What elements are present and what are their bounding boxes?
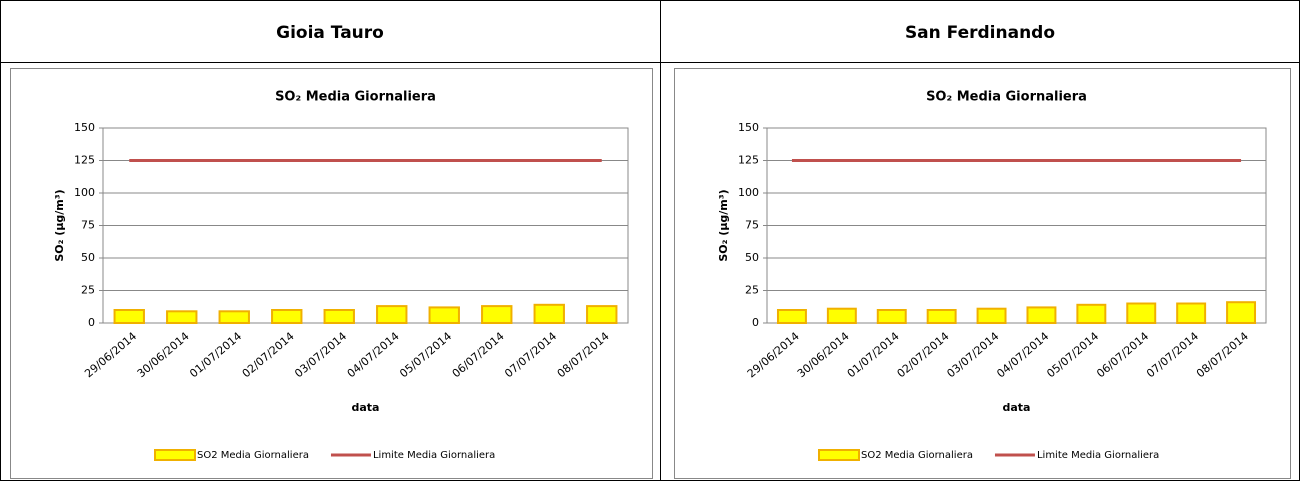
- bar: [166, 310, 198, 324]
- bar: [826, 307, 857, 325]
- y-tick-label: 100: [738, 186, 759, 199]
- y-tick-label: 25: [745, 284, 759, 297]
- column-header: San Ferdinando: [905, 23, 1055, 43]
- bar: [586, 305, 618, 325]
- y-axis-label: SO₂ (µg/m³): [53, 189, 66, 261]
- bar: [481, 305, 513, 325]
- bar: [533, 303, 565, 324]
- y-tick-label: 125: [738, 154, 759, 167]
- x-axis-label: data: [1003, 401, 1031, 414]
- bar: [1176, 302, 1207, 324]
- y-tick-label: 125: [74, 154, 95, 167]
- bar: [218, 310, 250, 324]
- legend-swatch: [154, 449, 196, 461]
- bar: [1076, 303, 1107, 324]
- legend-label: SO2 Media Giornaliera: [197, 450, 309, 461]
- y-tick-label: 75: [81, 219, 95, 232]
- y-tick-label: 75: [745, 219, 759, 232]
- y-tick-label: 150: [74, 121, 95, 134]
- bar: [776, 309, 807, 324]
- y-tick-label: 0: [752, 316, 759, 329]
- y-tick-label: 150: [738, 121, 759, 134]
- chart-title: SO₂ Media Giornaliera: [275, 90, 436, 105]
- bar: [113, 309, 145, 324]
- legend-swatch: [818, 449, 860, 461]
- y-axis-label: SO₂ (µg/m³): [717, 189, 730, 261]
- bar: [323, 309, 355, 324]
- legend-label: Limite Media Giornaliera: [373, 450, 495, 461]
- y-tick-label: 50: [81, 251, 95, 264]
- chart-title: SO₂ Media Giornaliera: [926, 90, 1087, 105]
- bar: [976, 307, 1007, 325]
- y-tick-label: 0: [88, 316, 95, 329]
- x-axis-label: data: [352, 401, 380, 414]
- column-header: Gioia Tauro: [276, 23, 384, 43]
- plot-frame: [102, 127, 629, 324]
- bar: [876, 309, 907, 324]
- bar: [428, 306, 460, 324]
- plot-frame: [766, 127, 1267, 324]
- chart-frame: [674, 68, 1291, 479]
- bar: [376, 305, 408, 325]
- bar: [1026, 306, 1057, 324]
- legend-label: SO2 Media Giornaliera: [861, 450, 973, 461]
- bar: [271, 309, 303, 324]
- bar: [1226, 301, 1257, 325]
- y-tick-label: 100: [74, 186, 95, 199]
- bar: [1126, 302, 1157, 324]
- bar: [926, 309, 957, 324]
- chart-frame: [10, 68, 653, 479]
- y-tick-label: 50: [745, 251, 759, 264]
- y-tick-label: 25: [81, 284, 95, 297]
- legend-label: Limite Media Giornaliera: [1037, 450, 1159, 461]
